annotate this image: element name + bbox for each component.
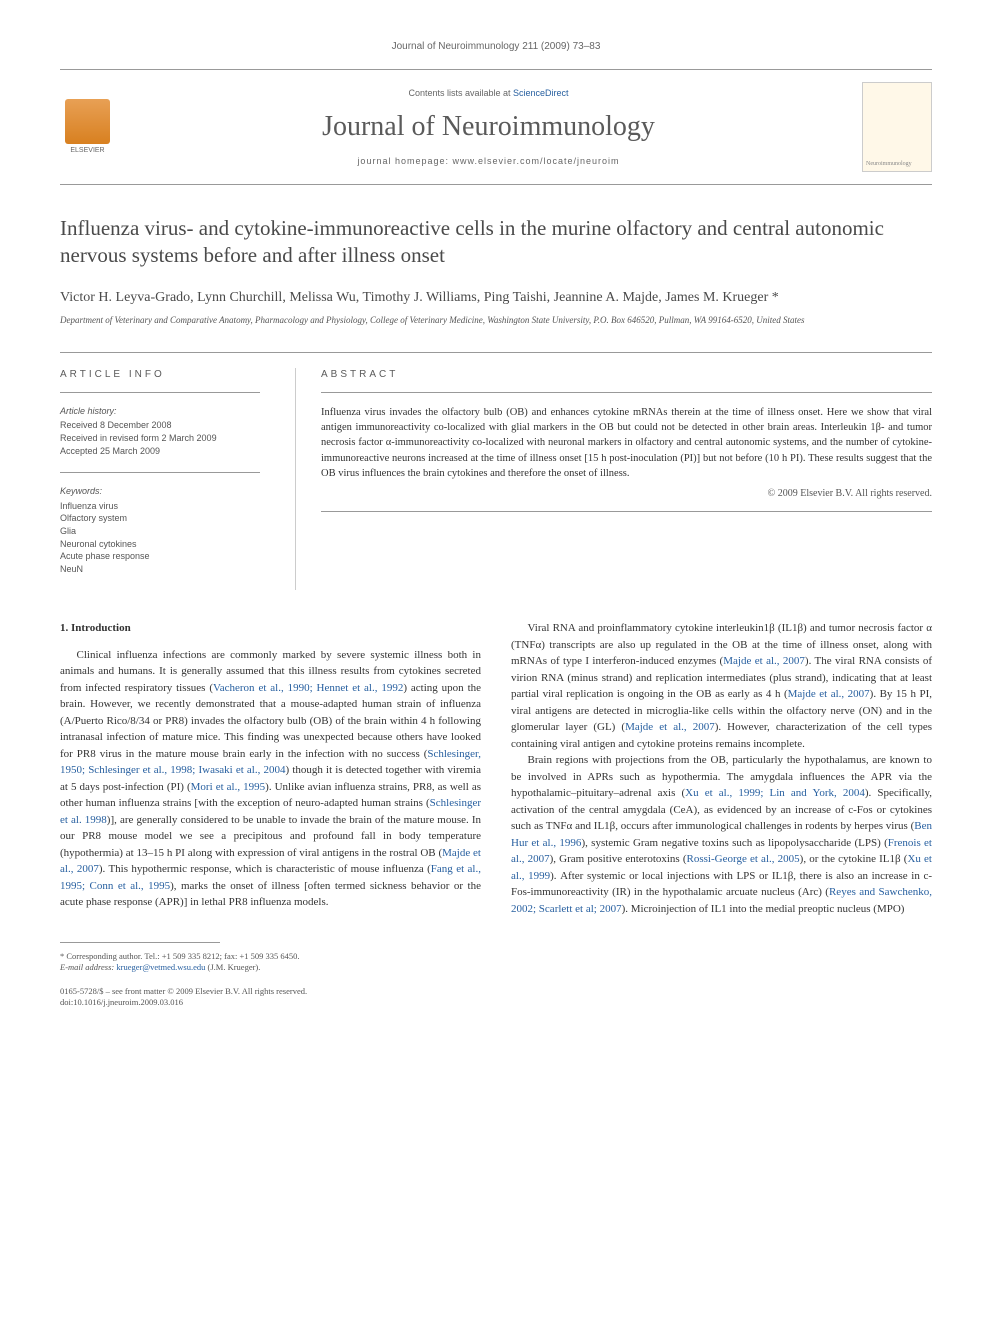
keywords-heading: Keywords: — [60, 485, 260, 498]
info-abstract-row: ARTICLE INFO Article history: Received 8… — [60, 352, 932, 591]
keyword-item: Influenza virus — [60, 500, 260, 513]
elsevier-tree-icon — [65, 99, 110, 144]
front-matter-text: 0165-5728/$ – see front matter © 2009 El… — [60, 986, 932, 997]
citation-link[interactable]: Xu et al., 1999; Lin and York, 2004 — [685, 787, 865, 799]
keywords-block: Keywords: Influenza virus Olfactory syst… — [60, 485, 260, 575]
abstract-text: Influenza virus invades the olfactory bu… — [321, 405, 932, 481]
abstract-copyright: © 2009 Elsevier B.V. All rights reserved… — [321, 487, 932, 501]
banner-center: Contents lists available at ScienceDirec… — [130, 87, 847, 167]
authors-list: Victor H. Leyva-Grado, Lynn Churchill, M… — [60, 288, 932, 308]
citation-link[interactable]: Rossi-George et al., 2005 — [687, 853, 800, 865]
keyword-item: Neuronal cytokines — [60, 538, 260, 551]
section-number: 1. — [60, 622, 68, 634]
article-body: 1. Introduction Clinical influenza infec… — [60, 620, 932, 917]
article-info-label: ARTICLE INFO — [60, 368, 260, 382]
article-history-block: Article history: Received 8 December 200… — [60, 405, 260, 457]
article-title: Influenza virus- and cytokine-immunoreac… — [60, 215, 932, 270]
corresponding-author-note: * Corresponding author. Tel.: +1 509 335… — [60, 951, 932, 973]
journal-banner: ELSEVIER Contents lists available at Sci… — [60, 69, 932, 185]
article-info-column: ARTICLE INFO Article history: Received 8… — [60, 368, 260, 591]
info-rule — [60, 392, 260, 393]
body-paragraph: Clinical influenza infections are common… — [60, 647, 481, 911]
body-paragraph: Brain regions with projections from the … — [511, 752, 932, 917]
body-text: ), or the cytokine IL1β ( — [800, 853, 908, 865]
history-heading: Article history: — [60, 405, 260, 418]
corresponding-contact: * Corresponding author. Tel.: +1 509 335… — [60, 951, 932, 962]
journal-cover-thumbnail: Neuroimmunology — [862, 82, 932, 172]
elsevier-logo: ELSEVIER — [60, 97, 115, 157]
journal-citation-header: Journal of Neuroimmunology 211 (2009) 73… — [60, 40, 932, 54]
abstract-rule — [321, 392, 932, 393]
keyword-item: Acute phase response — [60, 550, 260, 563]
citation-link[interactable]: Majde et al., 2007 — [788, 688, 870, 700]
homepage-url: www.elsevier.com/locate/jneuroim — [453, 156, 620, 166]
history-item: Received 8 December 2008 — [60, 419, 260, 432]
section-heading: 1. Introduction — [60, 620, 481, 637]
elsevier-label: ELSEVIER — [70, 146, 104, 156]
info-rule — [60, 472, 260, 473]
body-paragraph: Viral RNA and proinflammatory cytokine i… — [511, 620, 932, 752]
email-label: E-mail address: — [60, 962, 116, 972]
homepage-prefix: journal homepage: — [357, 156, 452, 166]
keyword-item: NeuN — [60, 563, 260, 576]
history-item: Accepted 25 March 2009 — [60, 445, 260, 458]
citation-link[interactable]: Majde et al., 2007 — [625, 721, 715, 733]
body-text: )], are generally considered to be unabl… — [60, 814, 481, 859]
body-text: ). This hypothermic response, which is c… — [99, 863, 431, 875]
contents-prefix: Contents lists available at — [408, 88, 513, 98]
corresponding-email-row: E-mail address: krueger@vetmed.wsu.edu (… — [60, 962, 932, 973]
sciencedirect-link[interactable]: ScienceDirect — [513, 88, 569, 98]
body-text: ), Gram positive enterotoxins ( — [550, 853, 687, 865]
email-suffix: (J.M. Krueger). — [205, 962, 260, 972]
abstract-label: ABSTRACT — [321, 368, 932, 382]
body-text: ). Microinjection of IL1 into the medial… — [622, 903, 905, 915]
contents-available-line: Contents lists available at ScienceDirec… — [130, 87, 847, 100]
section-title: Introduction — [71, 622, 131, 634]
citation-link[interactable]: Vacheron et al., 1990; Hennet et al., 19… — [213, 682, 403, 694]
keyword-item: Olfactory system — [60, 512, 260, 525]
history-item: Received in revised form 2 March 2009 — [60, 432, 260, 445]
citation-link[interactable]: Mori et al., 1995 — [191, 781, 266, 793]
body-text: ), systemic Gram negative toxins such as… — [581, 837, 887, 849]
doi-text: doi:10.1016/j.jneuroim.2009.03.016 — [60, 997, 932, 1008]
footer-separator — [60, 942, 220, 943]
cover-label: Neuroimmunology — [866, 160, 912, 168]
email-link[interactable]: krueger@vetmed.wsu.edu — [116, 962, 205, 972]
keyword-item: Glia — [60, 525, 260, 538]
abstract-bottom-rule — [321, 511, 932, 512]
abstract-column: ABSTRACT Influenza virus invades the olf… — [295, 368, 932, 591]
journal-name: Journal of Neuroimmunology — [130, 107, 847, 146]
affiliation: Department of Veterinary and Comparative… — [60, 315, 932, 327]
citation-link[interactable]: Majde et al., 2007 — [723, 655, 805, 667]
journal-homepage-line: journal homepage: www.elsevier.com/locat… — [130, 155, 847, 168]
front-matter-line: 0165-5728/$ – see front matter © 2009 El… — [60, 986, 932, 1008]
